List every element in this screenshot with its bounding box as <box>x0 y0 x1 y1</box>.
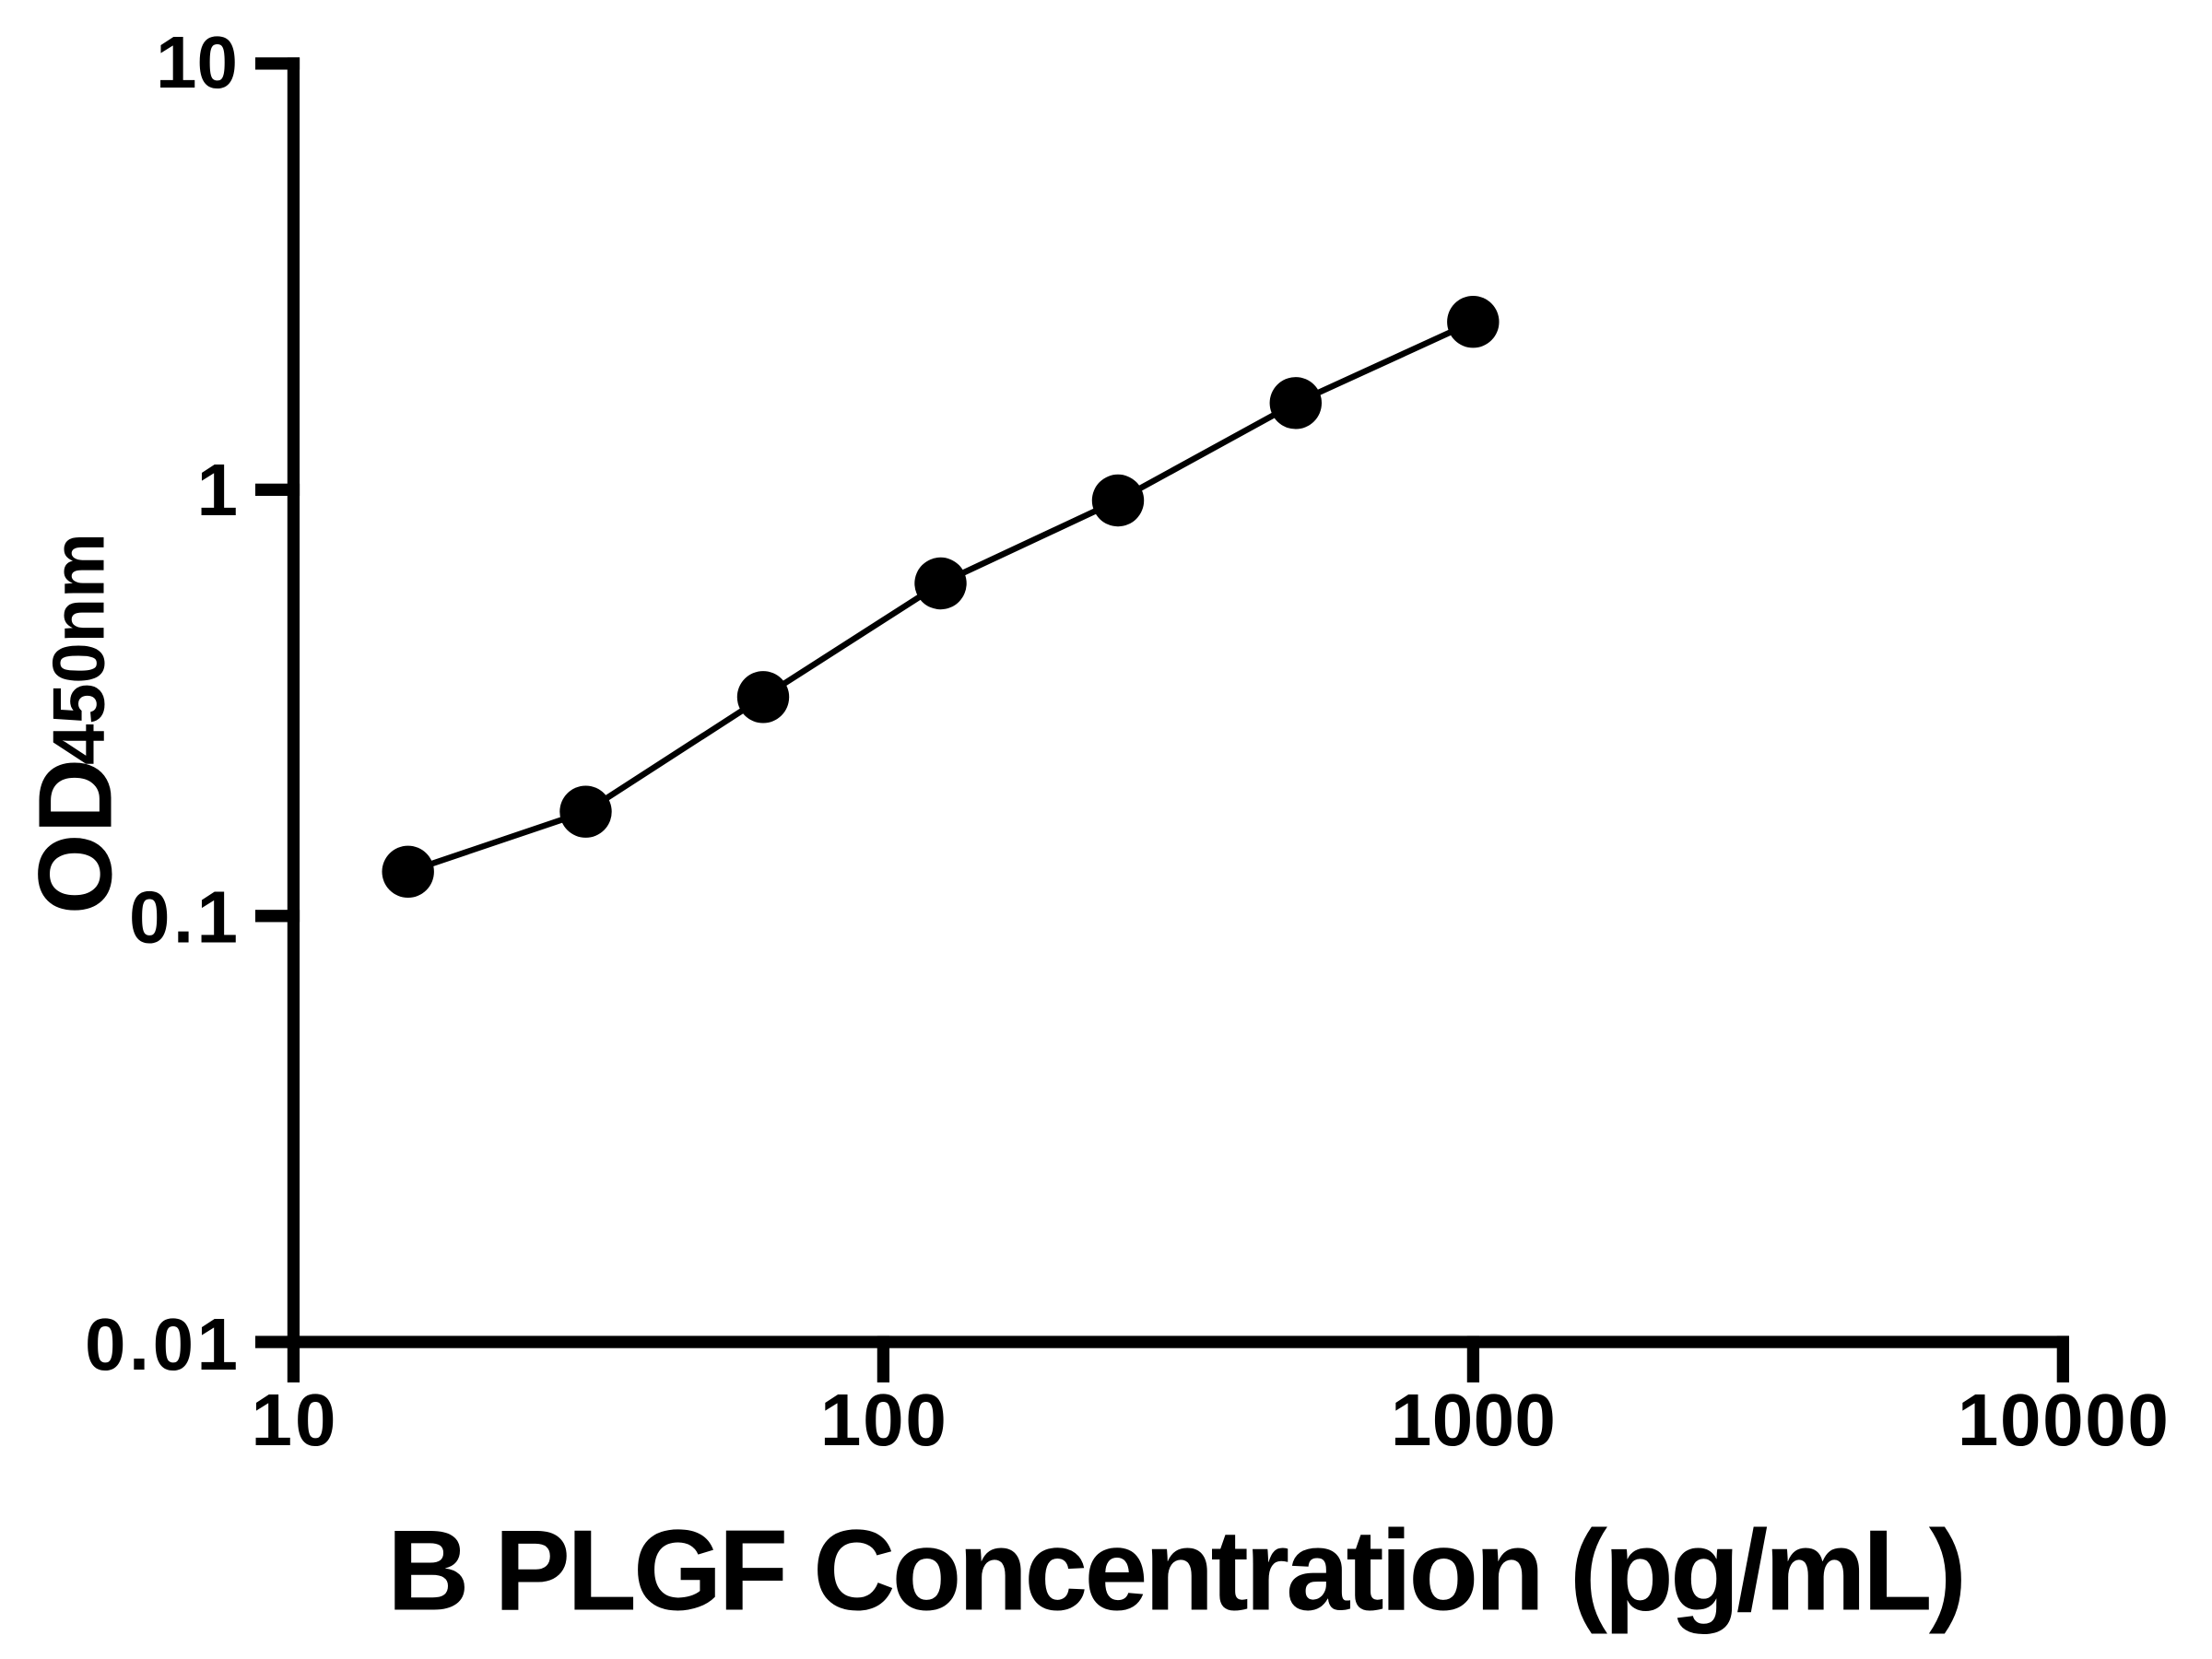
svg-text:100: 100 <box>820 1379 947 1461</box>
svg-text:B PLGF Concentration (pg/mL): B PLGF Concentration (pg/mL) <box>387 1507 1967 1634</box>
svg-text:1: 1 <box>197 449 239 531</box>
svg-text:OD: OD <box>18 759 134 915</box>
svg-text:10000: 10000 <box>1958 1379 2169 1461</box>
svg-text:0.01: 0.01 <box>85 1303 238 1385</box>
svg-text:1000: 1000 <box>1391 1379 1556 1461</box>
svg-text:450nm: 450nm <box>38 533 120 765</box>
svg-text:0.1: 0.1 <box>129 877 238 959</box>
svg-text:10: 10 <box>156 21 238 103</box>
